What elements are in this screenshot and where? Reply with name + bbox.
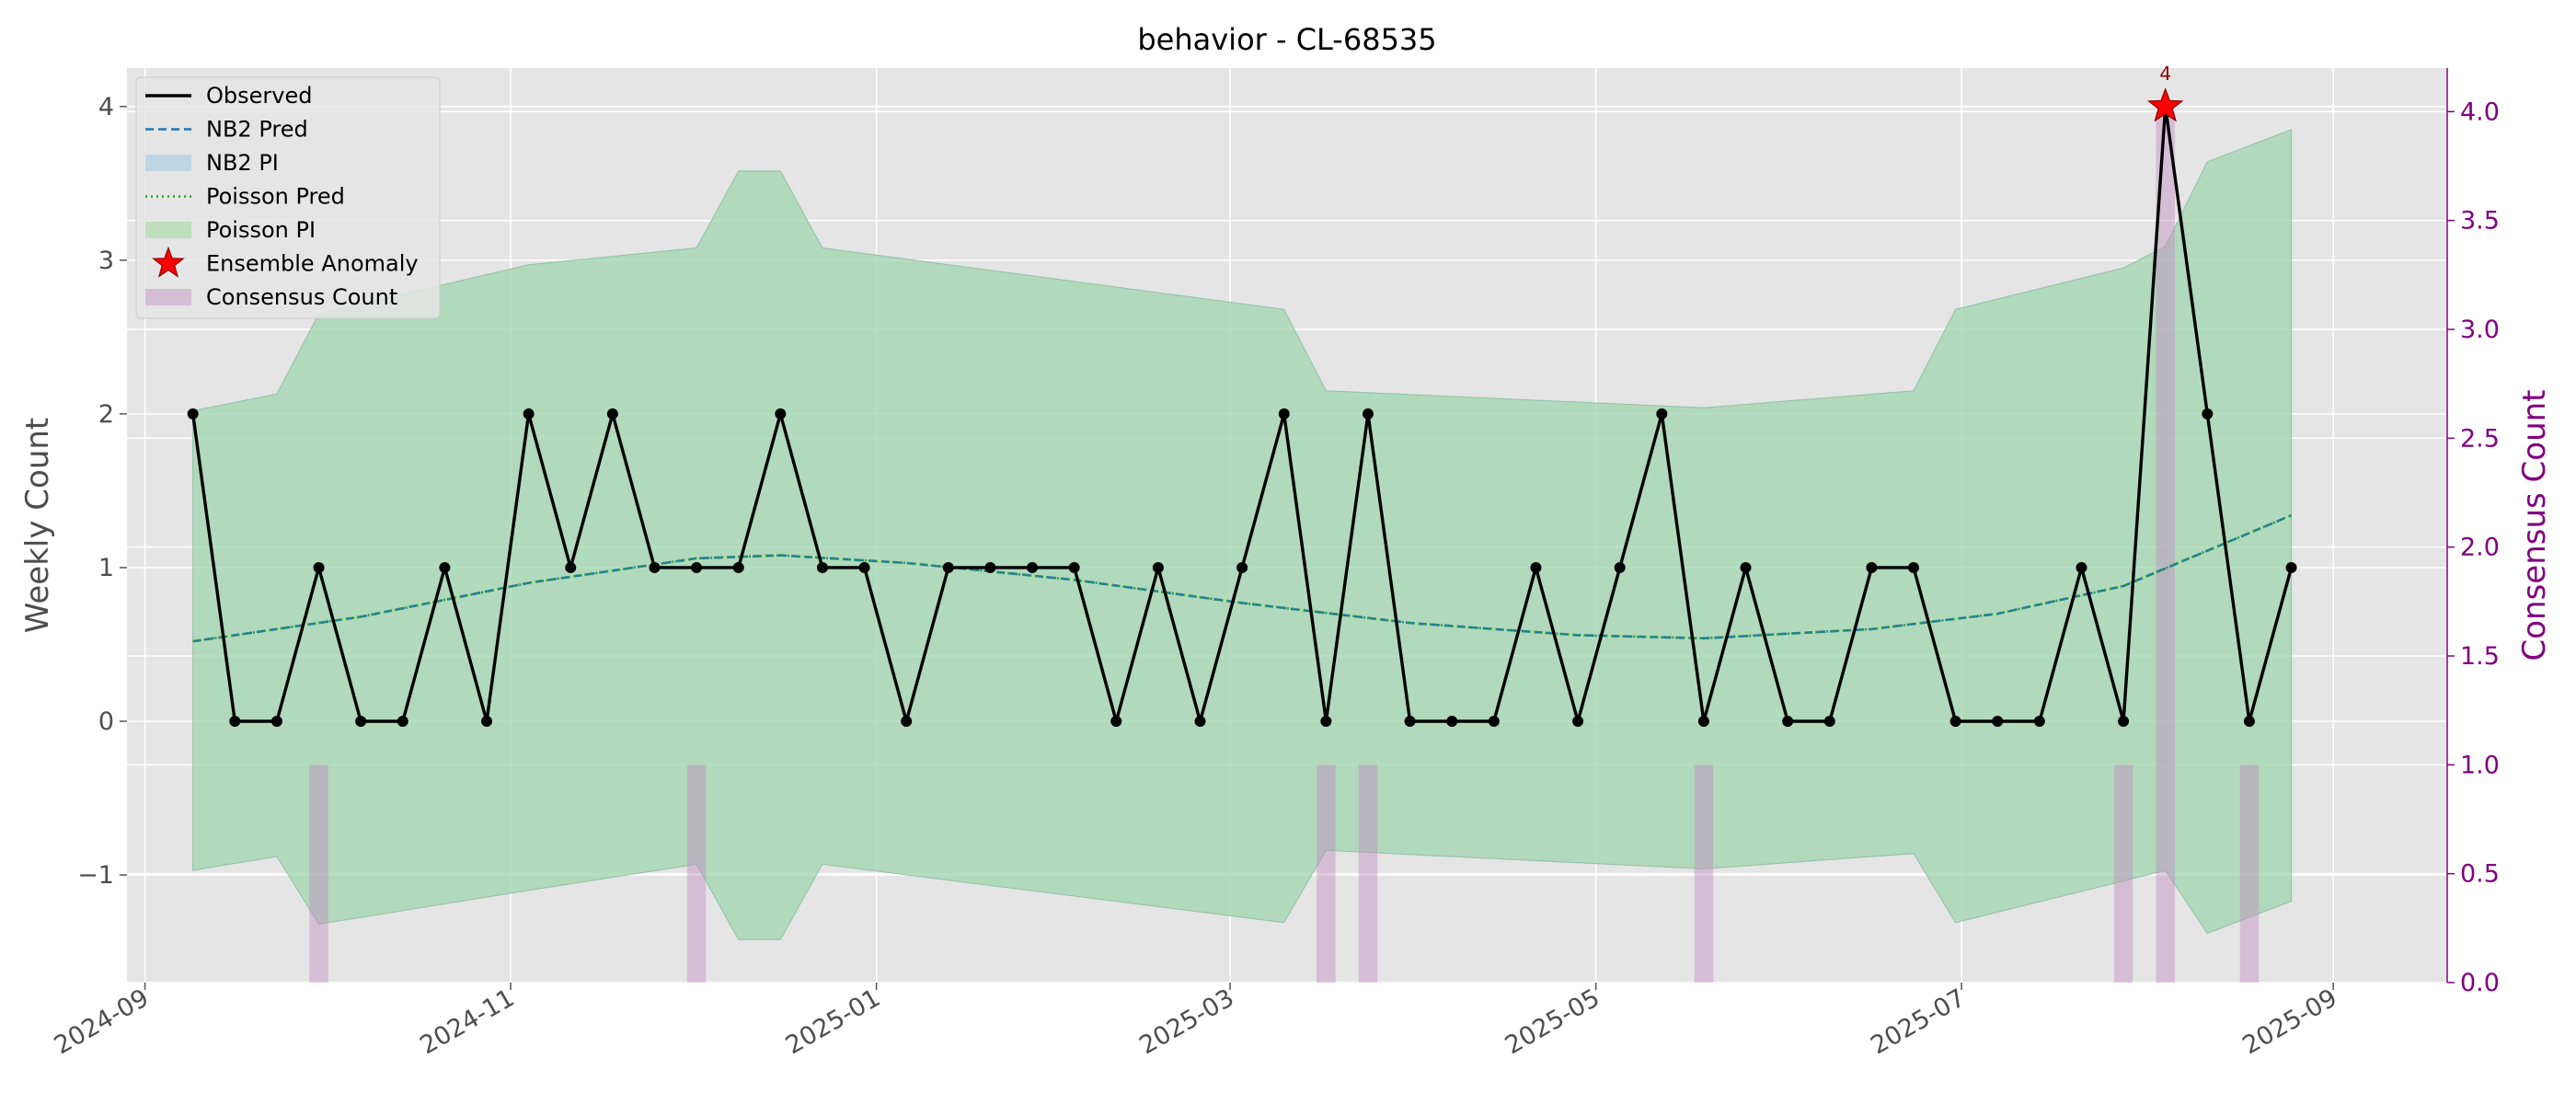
observed-point [858, 561, 870, 573]
y-tick-label: 0 [98, 707, 114, 736]
observed-point [2118, 716, 2130, 727]
observed-point [1194, 716, 1206, 727]
observed-point [1446, 716, 1458, 727]
legend-consensus-count-label: Consensus Count [206, 284, 397, 310]
y-tick-label: 4 [98, 93, 114, 121]
consensus-bars [309, 111, 2260, 983]
observed-point [649, 561, 661, 573]
legend-poisson-pi-swatch [145, 222, 191, 238]
consensus-bar [1694, 765, 1714, 983]
consensus-bar [2239, 765, 2260, 983]
observed-point [732, 561, 744, 573]
observed-point [397, 716, 408, 727]
observed-point [1488, 716, 1500, 727]
y2-tick-label: 2.5 [2460, 424, 2500, 453]
observed-point [2033, 716, 2045, 727]
consensus-bar [1317, 765, 1336, 983]
observed-point [1949, 716, 1961, 727]
observed-point [1530, 561, 1542, 573]
legend-consensus-count-swatch [145, 289, 191, 305]
observed-point [691, 561, 703, 573]
y2-tick-label: 2.0 [2460, 534, 2500, 562]
observed-point [1404, 716, 1416, 727]
legend-ensemble-anomaly-label: Ensemble Anomaly [206, 251, 419, 277]
y2-tick-label: 0.5 [2460, 860, 2500, 889]
legend-nb2-pi-label: NB2 PI [206, 150, 279, 176]
observed-point [313, 561, 325, 573]
observed-point [187, 408, 199, 420]
y2-tick-label: 3.0 [2460, 316, 2500, 344]
legend-observed-label: Observed [206, 83, 312, 109]
y-tick-label: 1 [98, 554, 114, 582]
observed-point [1992, 716, 2004, 727]
observed-point [1782, 716, 1794, 727]
y-tick-label: −1 [77, 861, 114, 890]
observed-point [1110, 716, 1122, 727]
y-tick-label: 3 [98, 247, 114, 275]
observed-point [984, 561, 996, 573]
observed-point [1823, 716, 1835, 727]
observed-point [481, 716, 493, 727]
observed-point [2285, 561, 2297, 573]
legend-poisson-pi-label: Poisson PI [206, 217, 316, 243]
consensus-bar [2156, 111, 2175, 983]
observed-point [816, 561, 828, 573]
anomaly-markers: 4 [2146, 63, 2184, 122]
observed-point [2243, 716, 2255, 727]
chart-title: behavior - CL-68535 [1137, 22, 1436, 57]
anomaly-star [2146, 87, 2184, 122]
y2-tick-label: 1.0 [2460, 751, 2500, 779]
observed-point [775, 408, 787, 420]
observed-point [1236, 561, 1248, 573]
anomaly-label: 4 [2159, 63, 2171, 85]
consensus-bar [2113, 765, 2133, 983]
legend-ensemble-anomaly-swatch [152, 246, 185, 278]
consensus-bar [1358, 765, 1378, 983]
nb2-pred-line [192, 513, 2293, 643]
y2-tick-label: 1.5 [2460, 642, 2500, 671]
observed-point [2076, 561, 2087, 573]
observed-point [1740, 561, 1752, 573]
observed-point [606, 408, 618, 420]
observed-point [901, 716, 913, 727]
consensus-bar [309, 765, 328, 983]
y2-tick-label: 0.0 [2460, 969, 2500, 997]
legend-nb2-pred-label: NB2 Pred [206, 117, 308, 143]
observed-point [942, 561, 954, 573]
observed-point [1614, 561, 1626, 573]
observed-point [1068, 561, 1080, 573]
legend-box [135, 76, 441, 319]
observed-point [355, 716, 367, 727]
observed-point [523, 408, 535, 420]
observed-point [1697, 716, 1709, 727]
y2-tick-label: 3.5 [2460, 207, 2500, 236]
observed-point [1152, 561, 1164, 573]
y2-tick-label: 4.0 [2460, 98, 2500, 126]
prediction-intervals [192, 129, 2293, 940]
observed-point [1362, 408, 1374, 420]
observed-point [1866, 561, 1878, 573]
observed-point [270, 716, 282, 727]
observed-point [439, 561, 451, 573]
y2-axis-label: Consensus Count [2516, 389, 2553, 661]
observed-point [1908, 561, 1920, 573]
observed-point [1278, 408, 1290, 420]
y-axis-label: Weekly Count [19, 418, 56, 634]
observed-point [1572, 716, 1584, 727]
observed-point [2202, 408, 2214, 420]
observed-point [1656, 408, 1668, 420]
observed-point [229, 716, 241, 727]
legend-poisson-pred-label: Poisson Pred [206, 184, 345, 210]
consensus-bar [686, 765, 707, 983]
observed-points [187, 100, 2297, 727]
observed-point [1027, 561, 1039, 573]
legend-nb2-pi-swatch [145, 155, 191, 171]
poisson-pi-band [192, 129, 2293, 940]
legend: Observed NB2 Pred NB2 PI Poisson Pred Poisso… [135, 76, 441, 319]
observed-point [565, 561, 577, 573]
y-tick-label: 2 [98, 400, 114, 429]
observed-point [1320, 716, 1332, 727]
